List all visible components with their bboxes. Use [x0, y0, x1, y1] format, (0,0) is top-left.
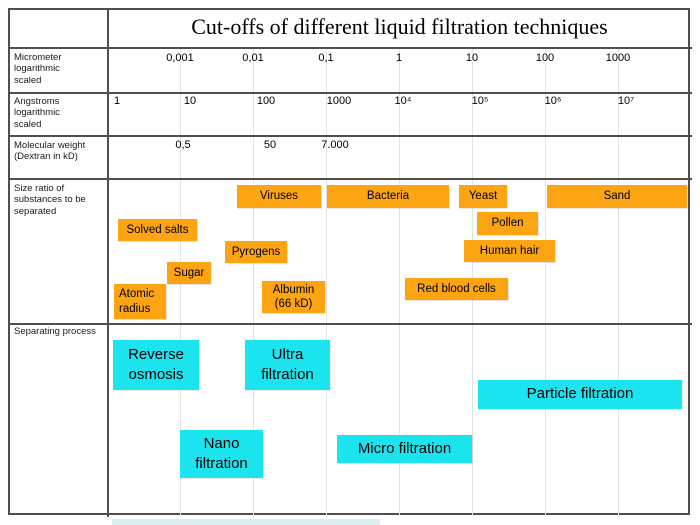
- angstrom-tick: 1: [113, 95, 121, 107]
- row-divider: [8, 178, 692, 180]
- angstrom-tick: 10⁴: [394, 95, 412, 107]
- micrometer-tick: 1: [395, 52, 403, 64]
- substance-box-sugar: Sugar: [167, 262, 211, 284]
- row-divider: [8, 323, 692, 325]
- row-divider: [8, 92, 692, 94]
- angstrom-tick: 10⁶: [544, 95, 562, 107]
- substance-box-red-blood-cells: Red blood cells: [405, 278, 508, 300]
- row-label-micrometer: Micrometer logarithmic scaled: [14, 52, 62, 86]
- micrometer-tick: 0,001: [166, 52, 194, 64]
- process-box-particle-filtration: Particle filtration: [478, 380, 682, 409]
- micrometer-tick: 100: [535, 52, 555, 64]
- diagram-title: Cut-offs of different liquid filtration …: [191, 14, 608, 39]
- row-label-angstroms: Angstroms logarithmic scaled: [14, 96, 60, 130]
- micrometer-tick: 1000: [605, 52, 631, 64]
- substance-box-viruses: Viruses: [237, 185, 321, 208]
- substance-box-sand: Sand: [547, 185, 687, 208]
- angstrom-tick: 10⁵: [471, 95, 489, 107]
- substance-box-pyrogens: Pyrogens: [225, 241, 287, 263]
- substance-box-yeast: Yeast: [459, 185, 507, 208]
- angstrom-tick: 1000: [326, 95, 352, 107]
- molweight-tick: 7.000: [321, 139, 349, 151]
- molweight-tick: 50: [263, 139, 277, 151]
- substance-box-albumin: Albumin (66 kD): [262, 281, 325, 313]
- row-label-separating-process: Separating process: [14, 326, 96, 337]
- angstrom-tick: 10⁷: [617, 95, 635, 107]
- angstrom-tick: 100: [256, 95, 276, 107]
- substance-box-human-hair: Human hair: [464, 240, 555, 262]
- process-box-ultra-filtration: Ultra filtration: [245, 340, 330, 390]
- row-label-size-ratio: Size ratio of substances to be separated: [14, 183, 86, 217]
- process-box-reverse-osmosis: Reverse osmosis: [113, 340, 199, 390]
- micrometer-tick: 0,1: [318, 52, 334, 64]
- row-divider: [8, 47, 692, 49]
- grid-line: [618, 47, 619, 515]
- substance-box-atomic-radius: Atomic radius: [114, 284, 166, 319]
- grid-line: [545, 47, 546, 515]
- substance-box-bacteria: Bacteria: [327, 185, 449, 208]
- substance-box-solved-salts: Solved salts: [118, 219, 197, 241]
- grid-line: [253, 47, 254, 515]
- micrometer-tick: 10: [465, 52, 479, 64]
- angstrom-tick: 10: [183, 95, 197, 107]
- row-divider: [8, 135, 692, 137]
- column-divider: [107, 8, 109, 517]
- process-box-micro-filtration: Micro filtration: [337, 435, 472, 463]
- process-box-nano-filtration: Nano filtration: [180, 430, 263, 478]
- grid-line: [326, 47, 327, 515]
- substance-box-pollen: Pollen: [477, 212, 538, 235]
- bottom-strip: [112, 519, 380, 525]
- molweight-tick: 0,5: [175, 139, 191, 151]
- grid-line: [399, 47, 400, 515]
- row-label-molecular-weight: Molecular weight (Dextran in kD): [14, 140, 86, 163]
- micrometer-tick: 0,01: [242, 52, 264, 64]
